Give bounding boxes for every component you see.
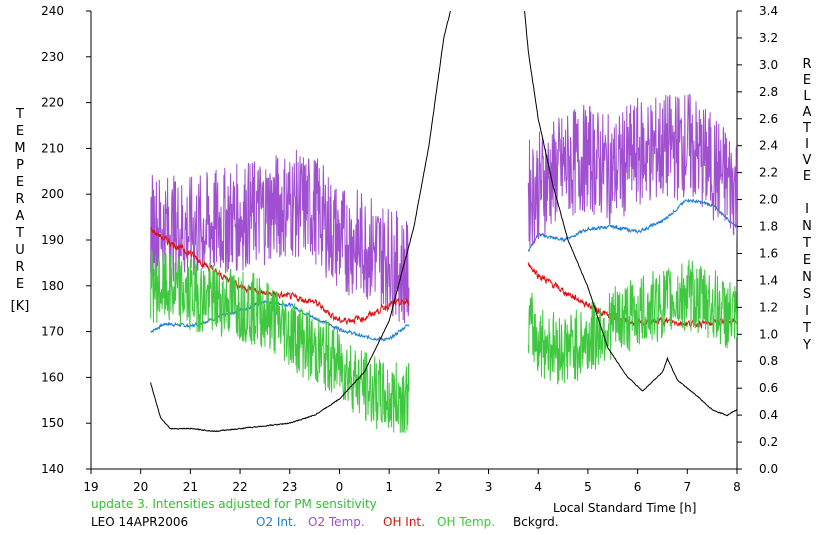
right-tick-label: 3.4 [759,4,778,18]
right-tick-label: 0.8 [759,354,778,368]
x-tick-label: 2 [435,480,443,494]
left-axis-title-letter: E [15,277,25,292]
x-tick-label: 0 [336,480,344,494]
legend-item-o2-temp: O2 Temp. [308,515,365,529]
left-tick-label: 180 [41,279,64,293]
x-tick-label: 6 [634,480,642,494]
left-tick-label: 160 [41,370,64,384]
right-tick-label: 1.2 [759,300,778,314]
left-axis-title-letter: E [15,175,25,190]
right-tick-label: 3.0 [759,58,778,72]
series-o2-temp [150,93,737,324]
right-axis-title-letter: I [805,202,809,217]
x-tick-label: 4 [534,480,542,494]
right-tick-label: 3.2 [759,31,778,45]
right-axis-title-letter: N [802,219,812,234]
x-tick-label: 23 [282,480,297,494]
x-tick-label: 5 [584,480,592,494]
footer-note: update 3. Intensities adjusted for PM se… [91,497,377,511]
right-axis-title-letter: Y [803,338,811,353]
right-tick-label: 1.6 [759,246,778,260]
station-date: LEO 14APR2006 [91,515,189,529]
right-axis-title-letter: T [803,236,811,251]
x-tick-label: 7 [683,480,691,494]
right-axis-title-letter: E [802,169,812,184]
series-line-oh-temp [150,250,410,434]
right-tick-label: 0.0 [759,462,778,476]
series-bckgrd [150,11,737,433]
right-axis-title-letter: V [802,153,812,168]
right-axis-title-letter: T [803,321,811,336]
x-tick-label: 8 [733,480,741,494]
right-tick-label: 2.0 [759,193,778,207]
left-tick-label: 220 [41,96,64,110]
right-axis-title-letter: R [802,57,812,72]
series-line-oh-int [150,227,410,326]
right-axis-title-letter: N [802,270,812,285]
series-line-o2-int [527,198,737,252]
right-tick-label: 1.0 [759,327,778,341]
left-tick-label: 230 [41,50,64,64]
left-axis-title-letter: U [15,243,25,258]
left-axis-title-letter: M [14,141,26,156]
right-axis-title-letter: I [805,304,809,319]
right-tick-label: 0.6 [759,381,778,395]
x-tick-label: 21 [183,480,198,494]
legend-item-o2-int: O2 Int. [256,515,297,529]
left-tick-label: 150 [41,416,64,430]
right-axis-title-letter: L [803,89,811,104]
left-tick-label: 190 [41,233,64,247]
legend-item-oh-int: OH Int. [383,515,425,529]
x-tick-label: 22 [232,480,247,494]
left-tick-label: 140 [41,462,64,476]
right-axis-title-letter: E [802,73,812,88]
left-axis-title-letter: R [15,260,25,275]
right-tick-label: 1.8 [759,220,778,234]
series-oh-temp [150,250,737,434]
x-tick-label: 1 [385,480,393,494]
left-axis-title-letter: R [15,192,25,207]
x-axis-ticks: 19 20 21 22 23 0 1 2 3 4 5 6 7 8 [83,469,741,494]
right-axis-title-letter: T [803,121,811,136]
right-tick-label: 2.8 [759,85,778,99]
left-tick-label: 200 [41,187,64,201]
right-tick-label: 2.4 [759,139,778,153]
left-axis-title-letter: T [16,226,24,241]
left-axis-title-letter: P [16,158,24,173]
legend-item-oh-temp: OH Temp. [437,515,496,529]
x-tick-label: 3 [485,480,493,494]
series-line-o2-temp [150,149,410,324]
right-tick-label: 2.6 [759,112,778,126]
series-line-bckgrd [150,11,451,433]
series-line-bckgrd [524,11,737,417]
series-layer [150,11,737,434]
x-tick-label: 20 [133,480,148,494]
right-axis-title-letter: S [802,287,812,302]
legend-item-bckgrd: Bckgrd. [513,515,559,529]
left-axis-title-letter: A [15,209,25,224]
left-tick-label: 210 [41,141,64,155]
left-axis-title-letter: T [16,107,24,122]
right-tick-label: 2.2 [759,166,778,180]
series-line-o2-temp [527,93,737,247]
right-tick-label: 1.4 [759,273,778,287]
left-axis-ticks: 240 230 220 210 200 190 180 170 160 150 140 [41,4,91,476]
right-axis-title-letter: A [802,105,812,120]
x-axis-label: Local Standard Time [h] [553,501,696,515]
left-tick-label: 170 [41,325,64,339]
left-axis-unit: [K] [10,299,30,314]
left-axis-title-letter: E [15,124,25,139]
right-tick-label: 0.4 [759,408,778,422]
right-axis-title-letter: E [802,253,812,268]
series-line-o2-int [150,299,410,342]
left-tick-label: 240 [41,4,64,18]
right-axis-ticks: 3.4 3.2 3.0 2.8 2.6 2.4 2.2 2.0 1.8 1.6 1.4 1.2 1.0 0… [737,4,778,476]
right-tick-label: 0.2 [759,435,778,449]
right-axis-title-letter: I [805,137,809,152]
series-line-oh-temp [527,259,737,385]
x-tick-label: 19 [83,480,98,494]
series-o2-int [150,198,737,342]
